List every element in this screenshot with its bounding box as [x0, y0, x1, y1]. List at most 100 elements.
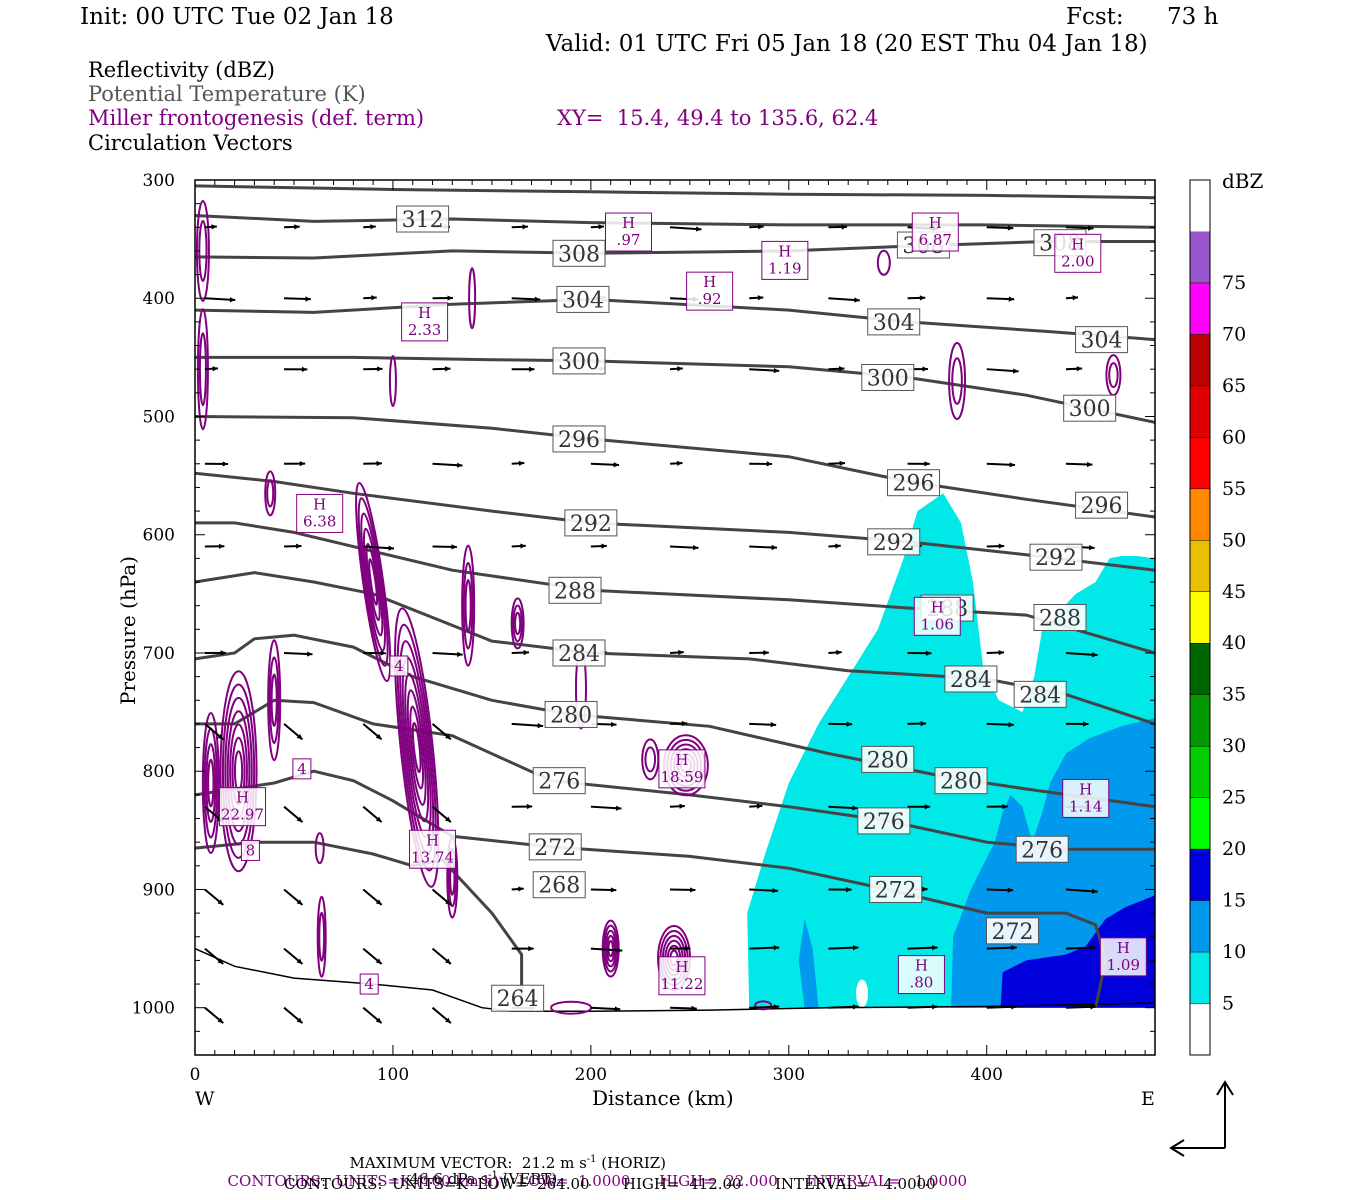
theta-label-box — [1029, 543, 1083, 571]
frontogenesis-maximum-text: H — [313, 495, 326, 513]
theta-label-box — [1063, 394, 1117, 422]
frontogenesis-maximum-text: 4 — [394, 657, 404, 675]
colorbar-level-label: 15 — [1222, 890, 1246, 912]
theta-label-text: 264 — [497, 987, 539, 1012]
frontogenesis-maximum-box — [1062, 778, 1110, 818]
theta-label: 276 — [1015, 835, 1069, 863]
circulation-vector-head — [773, 1004, 780, 1010]
field-reflectivity: Reflectivity (dBZ) — [88, 58, 276, 82]
frontogenesis-contour — [314, 832, 325, 865]
frontogenesis-maximum-text: 18.59 — [660, 768, 703, 786]
frontogenesis-maximum-text: H — [236, 789, 249, 807]
circulation-vector-head — [375, 816, 382, 823]
frontogenesis-contour — [951, 357, 963, 405]
circulation-vector-head — [294, 224, 300, 230]
theta-label-text: 288 — [554, 579, 596, 604]
frontogenesis-contour — [226, 710, 251, 833]
frontogenesis-maximum-text: 2.33 — [408, 321, 441, 339]
frontogenesis-contour — [205, 743, 217, 823]
colorbar-level-label: 75 — [1222, 272, 1246, 294]
circulation-vector-head — [852, 945, 859, 951]
frontogenesis-contour — [754, 1000, 773, 1011]
circulation-vector-head — [998, 543, 1005, 549]
theta-label-text: 272 — [991, 920, 1033, 945]
circulation-vector-head — [614, 1006, 621, 1012]
theta-label-box — [934, 767, 988, 795]
circulation-vector-head — [932, 945, 938, 951]
colorbar-segment — [1190, 746, 1210, 798]
circulation-vector-head — [852, 805, 858, 811]
colorbar-border — [1189, 179, 1211, 1056]
theta-label: 276 — [532, 767, 586, 795]
frontogenesis-maximum-box — [686, 271, 734, 311]
circulation-vector-head — [1011, 1004, 1017, 1010]
theta-contour-note: CONTOURS: UNITS=K LOW= 264.00 HIGH= 412.… — [284, 1175, 936, 1193]
circulation-vector-head — [771, 544, 778, 551]
colorbar-level-label: 70 — [1222, 323, 1246, 345]
circulation-vector-head — [598, 224, 604, 230]
east-label: E — [1141, 1088, 1155, 1110]
theta-label-box — [552, 347, 606, 375]
colorbar-segment — [1190, 540, 1210, 592]
colorbar-segment — [1190, 643, 1210, 695]
circulation-vector-head — [924, 461, 930, 467]
theta-label: 288 — [1033, 604, 1087, 632]
colorbar-level-label: 10 — [1222, 941, 1246, 963]
circulation-vector-head — [1013, 368, 1019, 374]
y-tick-label: 600 — [143, 526, 175, 546]
frontogenesis-contour — [512, 604, 523, 643]
frontogenesis-maximum-text: H — [1071, 235, 1084, 253]
frontogenesis-maximum: H1.06 — [913, 596, 961, 636]
max-vector-horiz-tag: (HORIZ) — [596, 1154, 667, 1172]
circulation-vector-head — [1002, 803, 1008, 810]
theta-label: 272 — [528, 833, 582, 861]
theta-label-text: 292 — [873, 531, 915, 556]
frontogenesis-contour — [948, 342, 967, 421]
colorbar-level-label: 50 — [1222, 529, 1246, 551]
circulation-vector-head — [922, 366, 928, 372]
theta-label-text: 300 — [1069, 397, 1111, 422]
theta-label: 300 — [552, 347, 606, 375]
y-tick-label: 500 — [143, 407, 175, 427]
theta-label-text: 296 — [1081, 494, 1123, 519]
field-frontogenesis: Miller frontogenesis (def. term) — [88, 106, 425, 130]
frontogenesis-contour — [394, 607, 440, 888]
circulation-vector-head — [679, 803, 685, 809]
reference-horizontal-arrowhead — [1169, 1139, 1185, 1157]
circulation-vector-head — [1088, 545, 1095, 551]
circulation-vector-head — [770, 722, 777, 728]
frontogenesis-contour — [607, 939, 614, 958]
circulation-vector-head — [445, 958, 451, 965]
circulation-vector-head — [677, 366, 683, 372]
circulation-vector-head — [839, 460, 846, 466]
theta-label: 292 — [1029, 543, 1083, 571]
theta-label-text: 304 — [562, 288, 604, 313]
circulation-vector-head — [445, 899, 451, 905]
theta-label-box — [857, 807, 911, 835]
frontogenesis-contour — [606, 934, 616, 963]
frontogenesis-contour — [464, 578, 472, 633]
frontogenesis-maximum-text: 2.00 — [1061, 252, 1094, 270]
frontogenesis-maximum-text: H — [778, 242, 791, 260]
theta-label: 280 — [934, 767, 988, 795]
circulation-vector-head — [375, 899, 382, 905]
frontogenesis-contour — [510, 597, 525, 650]
theta-label-text: 280 — [940, 770, 982, 795]
circulation-vector-head — [445, 1017, 451, 1024]
theta-label-text: 292 — [1035, 546, 1077, 571]
circulation-vector-head — [684, 945, 691, 952]
circulation-vector-head — [522, 224, 528, 230]
circulation-vector-head — [534, 296, 541, 302]
theta-label: 300 — [1063, 394, 1117, 422]
circulation-vector-head — [377, 366, 383, 372]
colorbar-segment — [1190, 900, 1210, 953]
theta-label: 276 — [857, 807, 911, 835]
y-tick-label: 900 — [143, 880, 175, 900]
theta-label-text: 284 — [1019, 683, 1061, 708]
frontogenesis-maximum-text: H — [1117, 939, 1130, 957]
colorbar-segment — [1190, 334, 1210, 386]
frontogenesis-maximum-box — [409, 829, 457, 869]
circulation-vector-head — [222, 461, 229, 467]
theta-label-box — [528, 833, 582, 861]
